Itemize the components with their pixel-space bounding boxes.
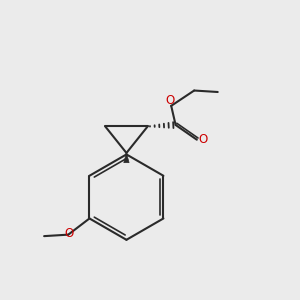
Text: O: O: [64, 227, 74, 240]
Text: O: O: [165, 94, 174, 107]
Polygon shape: [124, 153, 129, 163]
Text: O: O: [198, 133, 207, 146]
